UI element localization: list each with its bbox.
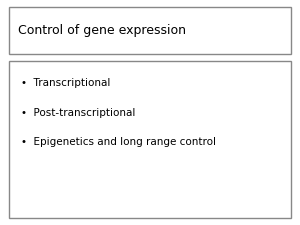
Text: •  Transcriptional: • Transcriptional (21, 78, 110, 88)
FancyBboxPatch shape (9, 61, 291, 218)
FancyBboxPatch shape (9, 7, 291, 54)
Text: •  Epigenetics and long range control: • Epigenetics and long range control (21, 137, 216, 147)
Text: Control of gene expression: Control of gene expression (18, 24, 186, 37)
Text: •  Post-transcriptional: • Post-transcriptional (21, 108, 135, 117)
